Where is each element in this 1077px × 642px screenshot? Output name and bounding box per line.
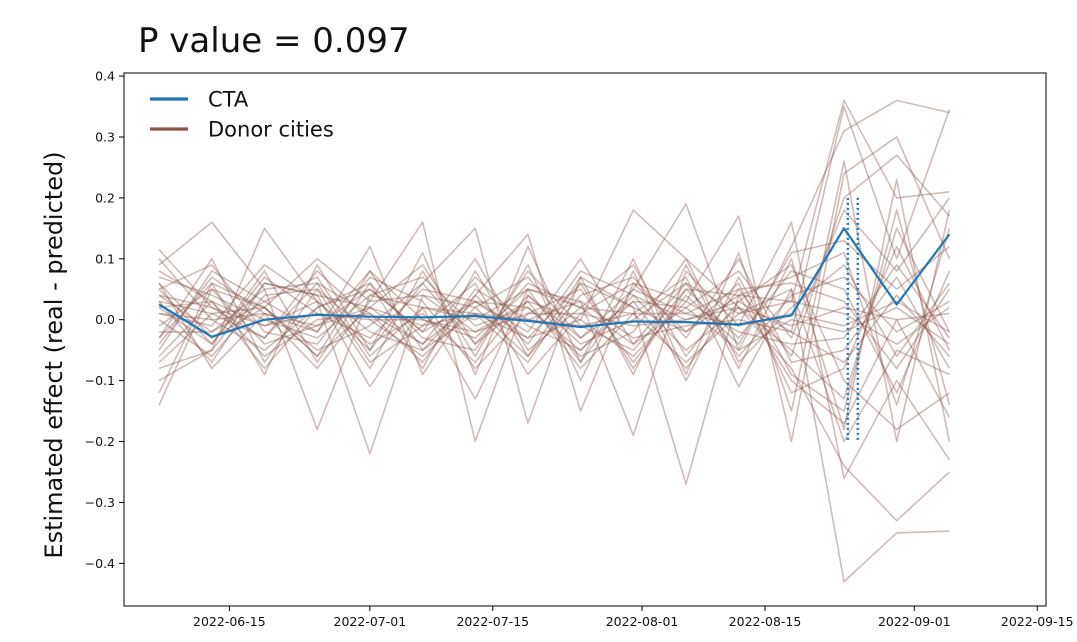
intervention-marker: [846, 197, 860, 442]
series-line-donor-16: [158, 227, 951, 400]
y-axis-label: Estimated effect (real - predicted): [40, 151, 68, 558]
series-line-donor-5: [158, 99, 950, 443]
treated-line-layer: [158, 227, 951, 338]
x-tick-label: 2022-07-01: [334, 614, 407, 629]
series-line-donor-6: [158, 227, 951, 486]
donor-lines: [158, 99, 951, 583]
series-line-donor-11: [158, 197, 951, 345]
series-line-donor-15: [158, 257, 951, 364]
x-tick-label: 2022-09-01: [878, 614, 951, 629]
y-axis-ticks: 0.4 0.3 0.2 0.1 0.0 −0.1 −0.2 −0.3 −0.4: [85, 69, 124, 571]
plot-frame: [123, 72, 1047, 607]
legend-entry-cta: CTA: [150, 88, 249, 112]
series-line-donor-10: [158, 264, 950, 443]
y-tick-label: 0.3: [95, 129, 115, 144]
series-line-cta: [158, 227, 951, 338]
series-line-donor-24: [158, 276, 950, 370]
legend-entry-donor-cities: Donor cities: [150, 118, 334, 142]
legend-label: CTA: [208, 88, 249, 112]
x-tick-label: 2022-09-15: [1001, 614, 1074, 629]
series-line-donor-22: [158, 264, 951, 358]
series-line-donor-18: [158, 257, 951, 370]
x-tick-label: 2022-07-15: [456, 614, 529, 629]
y-tick-label: 0.2: [95, 190, 115, 205]
y-tick-label: 0.4: [95, 69, 115, 84]
series-line-donor-17: [158, 258, 951, 394]
series-line-donor-26: [158, 228, 951, 406]
x-tick-label: 2022-08-15: [729, 614, 802, 629]
y-tick-label: −0.4: [85, 556, 115, 571]
series-line-donor-19: [158, 264, 950, 364]
series-line-donor-23: [158, 282, 950, 364]
y-tick-label: −0.1: [85, 373, 115, 388]
series-line-donor-27: [158, 209, 951, 412]
chart-title: P value = 0.097: [138, 21, 410, 61]
y-tick-label: 0.1: [95, 251, 115, 266]
series-line-donor-20: [158, 288, 951, 364]
series-line-donor-13: [158, 239, 950, 370]
series-line-donor-7: [158, 136, 951, 443]
series-line-donor-3: [158, 99, 950, 431]
series-line-donor-28: [159, 300, 950, 333]
legend-label: Donor cities: [208, 118, 334, 142]
series-line-donor-25: [159, 300, 950, 333]
x-tick-label: 2022-06-15: [193, 614, 266, 629]
series-line-donor-29: [158, 160, 951, 443]
series-line-donor-21: [158, 276, 951, 370]
series-line-donor-14: [159, 245, 951, 394]
series-line-donor-12: [158, 264, 950, 431]
y-tick-label: 0.0: [95, 312, 115, 327]
y-tick-label: −0.3: [85, 495, 115, 510]
series-line-donor-1: [158, 105, 951, 352]
series-line-donor-8: [158, 221, 951, 479]
x-tick-label: 2022-08-01: [606, 614, 679, 629]
series-line-donor-4: [158, 209, 950, 522]
series-line-donor-9: [158, 154, 951, 370]
y-tick-label: −0.2: [85, 434, 115, 449]
x-axis-ticks: 2022-06-15 2022-07-01 2022-07-15 2022-08-01…: [193, 606, 1074, 629]
series-line-donor-2: [158, 270, 950, 583]
legend: CTA Donor cities: [150, 88, 334, 142]
